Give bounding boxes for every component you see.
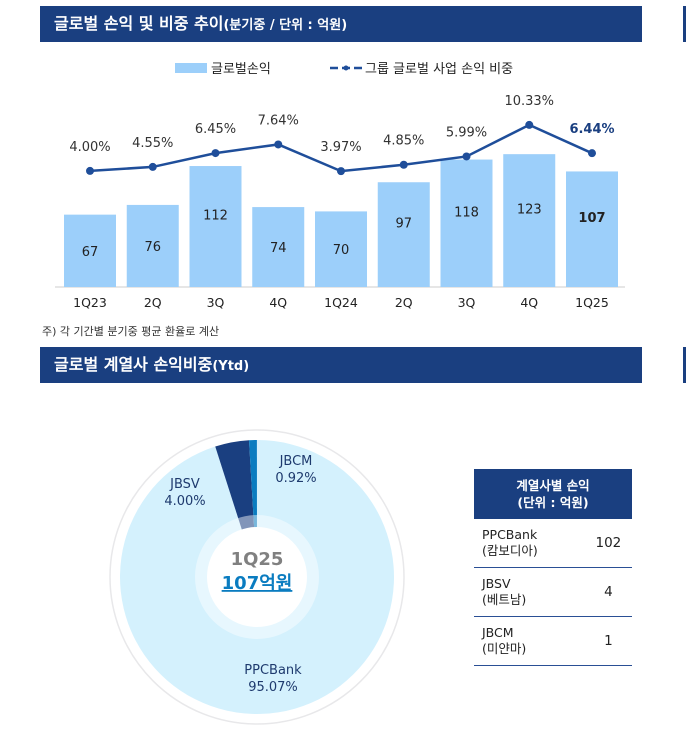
donut-hole [207,527,307,627]
edge-bar [683,6,686,42]
center-value: 107억원 [222,573,293,594]
x-tick-label: 4Q [520,295,538,310]
inner-ring [195,515,319,639]
line-point [399,160,408,169]
x-tick-label: 3Q [458,295,476,310]
title-text: 글로벌 손익 및 비중 추이 [54,14,224,33]
slice-name: PPCBank [244,663,302,678]
line-point [462,152,471,161]
line-label: 3.97% [320,140,361,155]
country: (베트남) [482,592,527,607]
line-point [337,167,345,176]
table-row: JBCM (미얀마) 1 [474,616,632,666]
footnote: 주) 각 기간별 분기중 평균 환율로 계산 [42,325,220,338]
value: 1 [585,616,632,666]
donut-slice [120,440,395,714]
donut-slice [215,440,257,577]
bar-label: 74 [270,241,287,256]
x-tick-label: 3Q [207,295,225,310]
affiliate-name: PPCBank (캄보디아) [474,519,586,568]
section-title-affiliate: 글로벌 계열사 손익비중(Ytd) [40,347,642,383]
bar [315,211,367,287]
bar [377,182,430,287]
edge-bar [683,347,686,383]
bar-label: 97 [395,217,412,232]
legend-label: 글로벌손익 [211,62,271,77]
table-row: JBSV (베트남) 4 [474,567,632,617]
x-tick-label: 4Q [269,295,287,310]
outer-ring [109,429,405,725]
line-label: 5.99% [446,125,487,140]
x-tick-label: 1Q25 [575,295,609,310]
bar-label: 67 [82,245,99,260]
bar [252,207,305,287]
country: (캄보디아) [482,543,538,558]
slice-percent: 4.00% [164,494,205,509]
section-title-global-pnl: 글로벌 손익 및 비중 추이(분기중 / 단위 : 억원) [40,6,642,42]
header-line: (단위 : 억원) [517,495,589,510]
line-label: 6.44% [569,122,614,137]
value: 4 [585,567,632,617]
line-label: 6.45% [195,122,236,137]
table-header: 계열사별 손익 (단위 : 억원) [474,469,632,519]
title-suffix: (Ytd) [212,359,250,374]
line-point [211,149,220,158]
bar [126,204,179,287]
name: PPCBank [482,527,538,542]
slice-name: JBSV [169,477,200,492]
combo-chart: 67 1Q23 76 2Q 112 3Q 74 4Q 70 1Q24 97 2Q 118 3Q 123 4Q 1… [55,94,625,310]
bar-label: 112 [203,209,228,224]
legend-swatch [175,62,207,73]
name: JBSV [482,576,511,591]
bar [189,166,242,287]
line-point [274,140,283,149]
x-tick-label: 2Q [144,295,162,310]
table-row: PPCBank (캄보디아) 102 [474,519,632,568]
bar-label: 118 [454,205,479,220]
bar-label: 107 [578,211,605,226]
slice-name: JBCM [279,454,313,469]
donut-slice [248,440,257,577]
title-suffix: (분기중 / 단위 : 억원) [223,18,348,33]
title-text: 글로벌 계열사 손익비중 [54,355,213,374]
affiliate-name: JBSV (베트남) [474,567,586,617]
line-label: 4.55% [132,136,173,151]
bar [440,159,493,287]
line-point [525,120,534,129]
bar [503,154,556,287]
bar-label: 76 [144,240,161,255]
legend-label: 그룹 글로벌 사업 손익 비중 [365,62,514,77]
country: (미얀마) [482,641,527,656]
x-tick-label: 1Q23 [73,295,107,310]
line-point [588,149,596,158]
bar-label: 123 [517,203,542,218]
slice-percent: 95.07% [248,680,298,695]
affiliate-table: 계열사별 손익 (단위 : 억원) PPCBank (캄보디아) 102 JBSV (베… [474,469,632,666]
center-label: 1Q25 [231,549,284,570]
slice-percent: 0.92% [275,471,316,486]
line-label: 4.00% [69,140,110,155]
line-point [148,162,157,171]
line-label: 4.85% [383,134,424,149]
line-label: 10.33% [504,94,554,109]
legend-line: 그룹 글로벌 사업 손익 비중 [330,58,513,77]
bar [64,214,116,287]
legend-line-icon [330,65,362,70]
x-tick-label: 2Q [395,295,413,310]
line-point [86,166,94,175]
bar [566,171,618,287]
value: 102 [585,519,632,568]
header-line: 계열사별 손익 [516,478,590,493]
x-tick-label: 1Q24 [324,295,358,310]
line-label: 7.64% [258,113,299,128]
bar-label: 70 [333,243,350,258]
legend-bar: 글로벌손익 [175,58,271,77]
affiliate-name: JBCM (미얀마) [474,616,586,666]
name: JBCM [482,625,514,640]
